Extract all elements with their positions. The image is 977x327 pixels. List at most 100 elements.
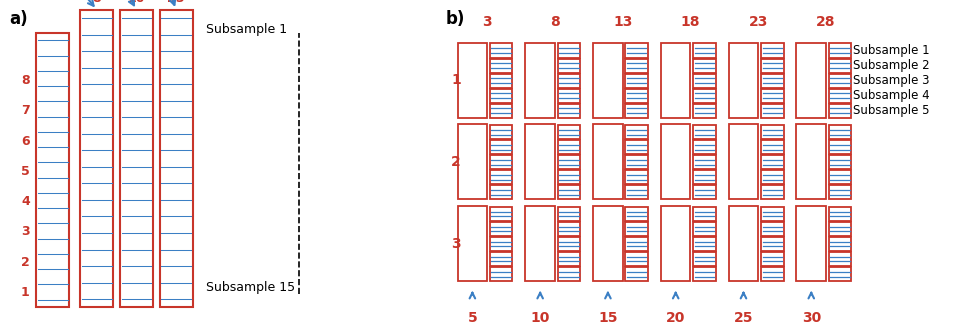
- Bar: [592, 43, 622, 118]
- Bar: [693, 185, 715, 199]
- Bar: [489, 267, 512, 281]
- Bar: [592, 124, 622, 199]
- Text: 2: 2: [451, 155, 460, 169]
- Bar: [693, 155, 715, 169]
- Text: 10: 10: [530, 311, 549, 325]
- Bar: [489, 237, 512, 251]
- Bar: [624, 74, 648, 88]
- Bar: [624, 207, 648, 221]
- Bar: [693, 43, 715, 58]
- Bar: [624, 59, 648, 73]
- Bar: [828, 267, 850, 281]
- Bar: [828, 237, 850, 251]
- Bar: [557, 59, 579, 73]
- Bar: [828, 43, 850, 58]
- Bar: [557, 155, 579, 169]
- Bar: [828, 125, 850, 139]
- Bar: [660, 124, 690, 199]
- Bar: [760, 104, 783, 118]
- Bar: [525, 206, 554, 281]
- Text: 4: 4: [21, 195, 29, 208]
- Bar: [557, 237, 579, 251]
- Bar: [693, 207, 715, 221]
- Bar: [760, 170, 783, 184]
- Bar: [489, 89, 512, 103]
- Text: 8: 8: [549, 15, 559, 29]
- Bar: [489, 59, 512, 73]
- Bar: [795, 206, 826, 281]
- Bar: [760, 155, 783, 169]
- Text: 3: 3: [21, 225, 29, 238]
- Text: a): a): [9, 10, 27, 28]
- Bar: [624, 267, 648, 281]
- Bar: [624, 104, 648, 118]
- Text: Subsample 5: Subsample 5: [853, 104, 929, 117]
- Bar: [489, 207, 512, 221]
- Bar: [557, 89, 579, 103]
- Bar: [693, 125, 715, 139]
- Text: 1: 1: [451, 73, 460, 87]
- Bar: [828, 89, 850, 103]
- Bar: [693, 104, 715, 118]
- Text: 25: 25: [733, 311, 752, 325]
- Text: 6: 6: [21, 135, 29, 148]
- Bar: [159, 10, 192, 307]
- Text: 2: 2: [21, 256, 29, 268]
- Text: 30: 30: [801, 311, 820, 325]
- Bar: [828, 207, 850, 221]
- Text: 10: 10: [128, 0, 145, 5]
- Bar: [120, 10, 152, 307]
- Bar: [693, 267, 715, 281]
- Bar: [728, 124, 757, 199]
- Bar: [693, 252, 715, 266]
- Bar: [760, 140, 783, 154]
- Bar: [760, 43, 783, 58]
- Bar: [828, 74, 850, 88]
- Bar: [828, 140, 850, 154]
- Bar: [489, 185, 512, 199]
- Bar: [760, 222, 783, 236]
- Text: Subsample 1: Subsample 1: [205, 23, 286, 36]
- Text: 15: 15: [598, 311, 617, 325]
- Bar: [624, 155, 648, 169]
- Bar: [760, 267, 783, 281]
- Bar: [828, 222, 850, 236]
- Bar: [525, 43, 554, 118]
- Bar: [557, 185, 579, 199]
- Bar: [693, 170, 715, 184]
- Text: 5: 5: [21, 165, 29, 178]
- Bar: [489, 155, 512, 169]
- Bar: [660, 43, 690, 118]
- Bar: [760, 125, 783, 139]
- Bar: [457, 206, 487, 281]
- Text: 3: 3: [451, 237, 460, 250]
- Bar: [760, 237, 783, 251]
- Bar: [660, 206, 690, 281]
- Bar: [760, 185, 783, 199]
- Text: Subsample 4: Subsample 4: [853, 89, 929, 102]
- Bar: [489, 43, 512, 58]
- Bar: [457, 43, 487, 118]
- Bar: [557, 140, 579, 154]
- Bar: [80, 10, 113, 307]
- Text: 23: 23: [747, 15, 767, 29]
- Text: 5: 5: [467, 311, 477, 325]
- Text: 7: 7: [21, 105, 29, 117]
- Bar: [795, 124, 826, 199]
- Bar: [557, 222, 579, 236]
- Bar: [828, 59, 850, 73]
- Bar: [828, 252, 850, 266]
- Bar: [624, 140, 648, 154]
- Text: 3: 3: [482, 15, 491, 29]
- Bar: [760, 89, 783, 103]
- Bar: [760, 207, 783, 221]
- Bar: [624, 43, 648, 58]
- Text: 25: 25: [167, 0, 185, 5]
- Text: Subsample 1: Subsample 1: [853, 44, 929, 57]
- Bar: [557, 207, 579, 221]
- Bar: [557, 252, 579, 266]
- Text: 1: 1: [21, 286, 29, 299]
- Bar: [828, 185, 850, 199]
- Bar: [489, 74, 512, 88]
- Bar: [693, 59, 715, 73]
